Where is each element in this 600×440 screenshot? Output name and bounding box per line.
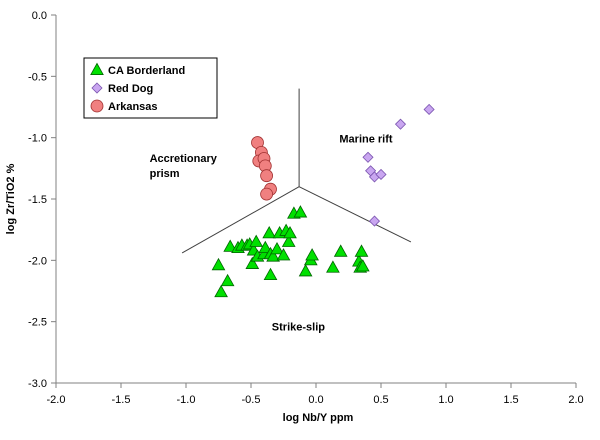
- data-point: [283, 226, 297, 239]
- data-point: [362, 151, 374, 163]
- x-tick-label: 0.5: [373, 394, 388, 406]
- region-label: prism: [150, 168, 180, 180]
- legend: CA Borderland Red Dog Arkansas: [83, 57, 218, 119]
- data-point: [214, 284, 228, 298]
- data-point: [423, 103, 435, 116]
- x-tick-label: -2.0: [47, 394, 66, 406]
- x-tick-label: 2.0: [568, 394, 583, 406]
- field-lower-left-boundary: [181, 186, 300, 254]
- data-point: [211, 257, 226, 271]
- data-point: [249, 234, 264, 247]
- x-axis-title: log Nb/Y ppm: [283, 412, 354, 424]
- field-boundaries: [181, 88, 412, 254]
- data-point: [394, 118, 407, 130]
- data-point: [298, 264, 313, 277]
- region-label: Marine rift: [339, 134, 393, 146]
- region-label: Strike-slip: [272, 321, 325, 333]
- y-tick-label: -1.0: [28, 133, 47, 145]
- series-arkansas: [251, 136, 277, 201]
- legend-box: [83, 57, 218, 119]
- field-lower-right-boundary: [298, 186, 412, 243]
- data-point: [281, 234, 296, 247]
- data-point: [293, 205, 308, 218]
- data-point: [223, 239, 238, 252]
- data-point: [260, 169, 274, 183]
- y-tick-label: -2.0: [28, 255, 47, 267]
- legend-label: CA Borderland: [108, 65, 185, 77]
- legend-marker: [90, 99, 104, 113]
- legend-marker: [91, 82, 103, 94]
- series-ca-borderland: [211, 205, 370, 298]
- data-points: [211, 103, 435, 298]
- region-label: Accretionary: [150, 153, 218, 165]
- x-tick-label: 1.0: [438, 394, 453, 406]
- y-tick-label: -1.5: [28, 194, 47, 206]
- legend-label: Arkansas: [108, 101, 158, 113]
- y-tick-label: 0.0: [32, 10, 47, 22]
- data-point: [262, 226, 277, 239]
- x-tick-label: 1.5: [503, 394, 518, 406]
- data-point: [305, 248, 319, 261]
- y-tick-label: -2.5: [28, 317, 47, 329]
- data-point: [276, 248, 291, 261]
- data-point: [258, 240, 273, 254]
- data-point: [270, 241, 284, 255]
- data-point: [333, 244, 348, 257]
- series-red-dog: [362, 103, 435, 227]
- y-axis-title: log Zr/TiO2 %: [5, 163, 17, 234]
- data-point: [375, 168, 387, 181]
- data-point: [326, 260, 340, 273]
- data-point: [368, 215, 381, 227]
- data-point: [245, 256, 260, 269]
- x-tick-label: 0.0: [308, 394, 323, 406]
- y-tick-label: -0.5: [28, 71, 47, 83]
- x-tick-label: -1.5: [112, 394, 131, 406]
- y-tick-label: -3.0: [28, 378, 47, 390]
- data-point: [266, 249, 280, 262]
- data-point: [260, 187, 274, 201]
- region-labels: Accretionary prism Marine rift Strike-slip: [150, 134, 393, 334]
- legend-marker: [90, 62, 104, 75]
- data-point: [355, 259, 370, 272]
- data-point: [354, 244, 369, 257]
- axes: -2.0 -1.5 -1.0 -0.5 0.0 0.5 1.0 1.5 2.0 0.0 -0.5 -1…: [28, 10, 584, 406]
- x-tick-label: -0.5: [242, 394, 261, 406]
- x-tick-label: -1.0: [177, 394, 196, 406]
- legend-label: Red Dog: [108, 83, 153, 95]
- data-point: [263, 267, 278, 281]
- data-point: [220, 273, 235, 287]
